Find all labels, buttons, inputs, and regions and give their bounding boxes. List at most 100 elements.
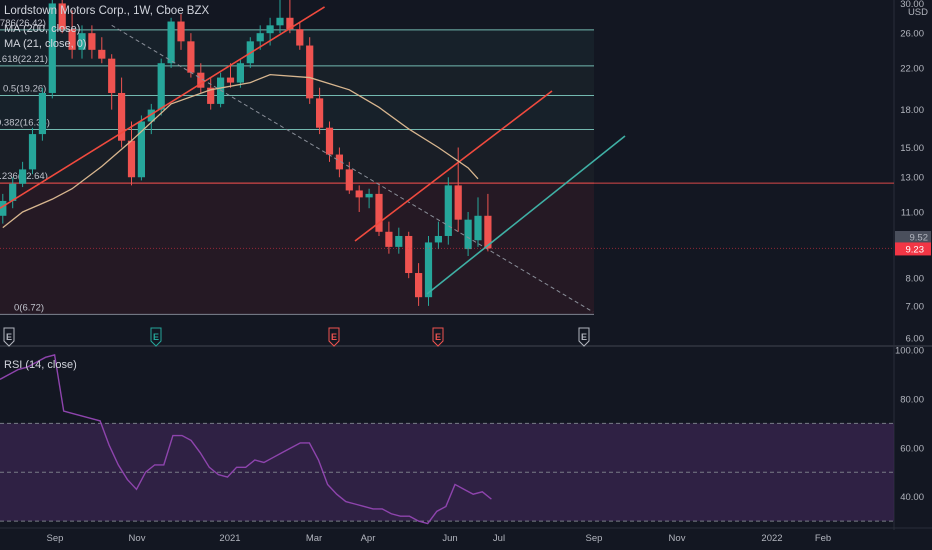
candle-body [296, 29, 304, 46]
time-tick-label: Mar [306, 533, 322, 544]
candle-body [137, 121, 145, 178]
candle-body [9, 183, 17, 201]
candle-body [484, 215, 492, 249]
ma200-legend: MA (200, close) [4, 23, 81, 35]
price-tick-label: 13.00 [900, 173, 924, 184]
time-tick-label: Nov [669, 533, 686, 544]
candle-body [58, 3, 66, 30]
candle-body [434, 235, 442, 243]
chart-title: Lordstown Motors Corp., 1W, Cboe BZX [4, 5, 210, 17]
fib-label: 0.618(22.21) [0, 54, 48, 65]
ma21-legend: MA (21, close, 0) [4, 38, 87, 50]
time-tick-label: Sep [47, 533, 64, 544]
candle-body [385, 231, 393, 247]
candle-body [48, 3, 56, 93]
rsi-tick-label: 60.00 [900, 443, 924, 454]
candle-body [207, 87, 215, 104]
price-tick-label: 11.00 [901, 207, 924, 218]
candle-body [276, 17, 284, 26]
candle-body [395, 235, 403, 247]
price-tick-label: 15.00 [900, 143, 924, 154]
candle-body [415, 273, 423, 298]
candle-body [98, 49, 106, 59]
earnings-marker [3, 327, 15, 347]
candle-body [28, 134, 37, 170]
price-tick-label: 30.00 [900, 0, 924, 10]
candle-body [236, 63, 244, 83]
candle-body [474, 215, 482, 241]
candle-body [335, 154, 343, 170]
rsi-tick-label: 40.00 [900, 492, 924, 503]
candle-body [365, 193, 373, 198]
last-price-tag [895, 242, 931, 256]
earnings-marker [578, 327, 590, 347]
candle-body [444, 185, 452, 236]
fib-label: 0(6.72) [14, 302, 44, 313]
prev-price-tag [895, 231, 931, 244]
rsi-tick-label: 100.00 [895, 346, 924, 357]
candle-body [306, 45, 314, 99]
candle-body [147, 109, 155, 122]
time-tick-label: Nov [129, 533, 146, 544]
earnings-marker-label: E [581, 332, 587, 342]
candle-body [266, 25, 274, 34]
price-tick-label: 26.00 [900, 29, 924, 40]
prev-price-label: 9.52 [910, 233, 929, 244]
rsi-curve [0, 354, 492, 525]
rsi-legend: RSI (14, close) [4, 359, 77, 371]
price-tick-label: 18.00 [900, 105, 924, 116]
candle-body [424, 242, 433, 298]
earnings-marker [328, 327, 340, 347]
rsi-pane [0, 354, 894, 525]
candle-body [19, 169, 27, 184]
fib-zone [0, 129, 594, 184]
candle-body [345, 169, 353, 191]
earnings-marker-label: E [435, 332, 441, 342]
time-tick-label: Sep [586, 533, 603, 544]
fib-label: 0.382(16.36) [0, 117, 50, 128]
candle-body [197, 72, 205, 88]
time-tick-label: Jun [442, 533, 457, 544]
rsi-tick-label: 80.00 [900, 394, 924, 405]
earnings-marker [150, 327, 162, 347]
price-tick-label: 6.00 [906, 333, 925, 344]
fib-zone [0, 65, 594, 96]
ma200-line [2, 73, 479, 229]
price-tick-label: 8.00 [906, 274, 925, 285]
time-tick-label: Jul [493, 533, 505, 544]
ma200-curve [2, 73, 479, 229]
downtrend-dashed-line [111, 24, 594, 313]
candle-body [286, 17, 294, 30]
candle-body [167, 21, 175, 64]
currency-label: USD [908, 7, 928, 18]
time-tick-label: Apr [361, 533, 376, 544]
candle-body [177, 21, 185, 42]
candle-body [454, 185, 462, 220]
candle-body [157, 63, 165, 110]
price-tick-label: 7.00 [906, 301, 925, 312]
candle-body [88, 33, 96, 50]
candle-body [355, 190, 363, 198]
uptrend-line [0, 6, 325, 209]
fib-label: 0.786(26.42) [0, 18, 46, 29]
fib-label: 0.5(19.26) [3, 84, 46, 95]
candle-body [108, 58, 116, 93]
trendline-overlays [0, 6, 894, 313]
earnings-marker-label: E [6, 332, 12, 342]
channel-lower-line [426, 135, 626, 295]
time-tick-label: 2022 [761, 533, 782, 544]
candle-body [68, 29, 76, 50]
earnings-marker-label: E [331, 332, 337, 342]
candle-body [78, 33, 86, 50]
earnings-marker [432, 327, 444, 347]
candle-body [226, 77, 235, 83]
fib-zone [0, 95, 594, 130]
candle-body [127, 140, 136, 178]
candle-body [405, 235, 413, 274]
candle-body [464, 219, 472, 250]
time-tick-label: Feb [815, 533, 831, 544]
last-price-label: 9.23 [906, 244, 925, 255]
